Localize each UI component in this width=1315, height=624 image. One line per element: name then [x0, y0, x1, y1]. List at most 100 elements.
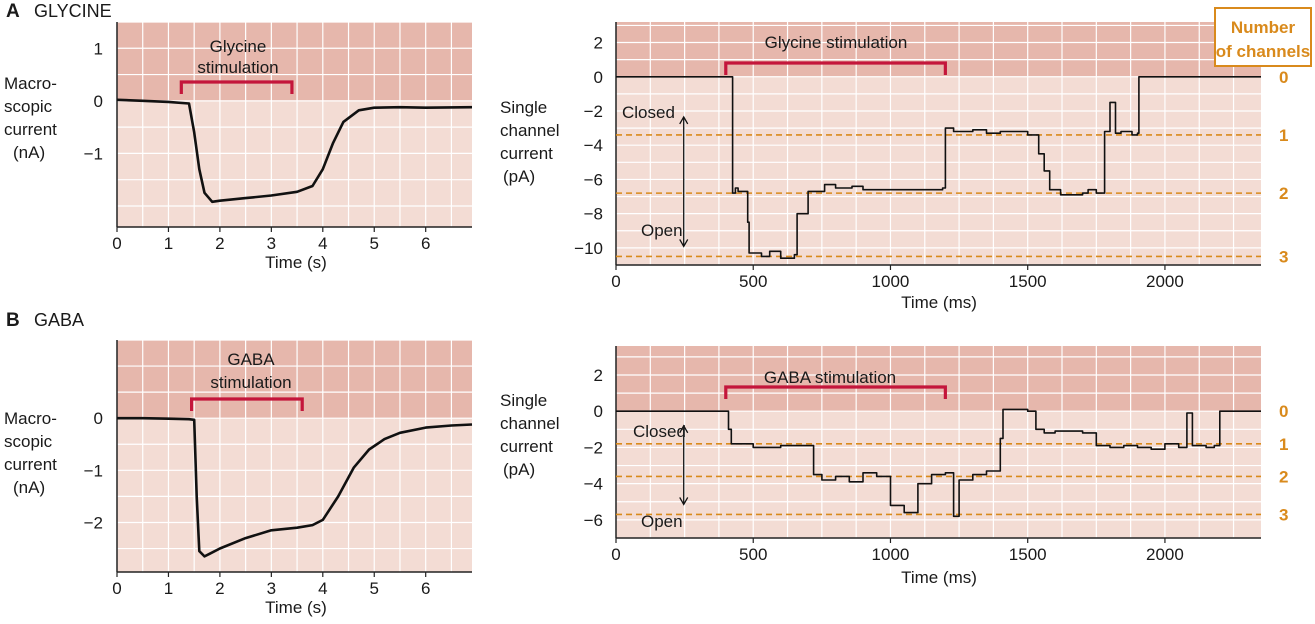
x-tick-label: 2 — [215, 234, 224, 253]
b-single-stim-label: GABA stimulation — [764, 368, 896, 387]
channel-count-label: 3 — [1279, 505, 1288, 524]
x-tick-label: 0 — [112, 234, 121, 253]
b-macro-stim-label-line: GABA — [227, 350, 275, 369]
channel-count-label: 3 — [1279, 247, 1288, 266]
panel-b-letter: B — [6, 310, 20, 331]
x-tick-label: 1000 — [872, 545, 910, 564]
y-tick-label: −4 — [584, 136, 603, 155]
y-tick-label: 0 — [594, 402, 603, 421]
y-tick-label: −8 — [584, 205, 603, 224]
a-single-xlabel: Time (ms) — [901, 293, 977, 312]
number-of-channels-label-line: of channels — [1216, 42, 1310, 61]
stimulation-bracket — [724, 61, 947, 75]
x-tick-label: 1500 — [1009, 545, 1047, 564]
a-single-ylabel-line: current — [500, 144, 553, 163]
b-macro-ylabel-line: scopic — [4, 432, 53, 451]
b-single-ylabel-line: Single — [500, 391, 547, 410]
current-trace — [117, 416, 473, 558]
x-tick-label: 0 — [112, 579, 121, 598]
x-tick-label: 5 — [370, 579, 379, 598]
x-tick-label: 6 — [421, 234, 430, 253]
b-single-ylabel-line: channel — [500, 414, 560, 433]
y-tick-label: −6 — [584, 170, 603, 189]
channel-count-label: 2 — [1279, 467, 1288, 486]
b-single-closed-label: Closed — [633, 422, 686, 441]
a-single-ylabel-line: (pA) — [503, 167, 535, 186]
x-tick-label: 2 — [215, 579, 224, 598]
x-tick-label: 4 — [318, 234, 327, 253]
x-tick-label: 3 — [267, 234, 276, 253]
a-single-ylabel-line: channel — [500, 121, 560, 140]
arrow-head-down — [679, 497, 689, 506]
panel-a-letter: A — [6, 1, 20, 22]
y-tick-label: −6 — [584, 511, 603, 530]
x-tick-label: 5 — [370, 234, 379, 253]
current-trace — [616, 408, 1261, 518]
y-tick-label: 0 — [594, 68, 603, 87]
channel-count-label: 2 — [1279, 184, 1288, 203]
b-single-ylabel-line: current — [500, 437, 553, 456]
stimulation-bracket — [179, 80, 294, 94]
current-trace — [616, 76, 1261, 259]
y-tick-label: −2 — [584, 438, 603, 457]
current-trace — [116, 98, 473, 204]
y-tick-label: −1 — [84, 461, 103, 480]
a-macro-xlabel: Time (s) — [265, 253, 327, 272]
arrow-head-up — [679, 115, 689, 125]
arrow-head-down — [679, 239, 689, 248]
x-tick-label: 1000 — [872, 272, 910, 291]
a-single-ylabel-line: Single — [500, 98, 547, 117]
y-tick-label: −4 — [584, 475, 603, 494]
x-tick-label: 1 — [164, 579, 173, 598]
b-macro-stim-label-line: stimulation — [210, 373, 291, 392]
y-tick-label: −2 — [84, 513, 103, 532]
b-single-open-label: Open — [641, 512, 683, 531]
chart-b-single-channel-current: 0 500 1000 1500 2000 2 0 −2 −4 −6 0 1 2 3 — [584, 346, 1288, 564]
plot-background-upper — [117, 340, 472, 419]
number-of-channels-label-line: Number — [1231, 18, 1296, 37]
a-macro-ylabel-line: scopic — [4, 97, 53, 116]
y-tick-label: 0 — [94, 92, 103, 111]
x-tick-label: 2000 — [1146, 272, 1184, 291]
x-tick-label: 500 — [739, 272, 767, 291]
x-tick-label: 1500 — [1009, 272, 1047, 291]
channel-count-label: 0 — [1279, 402, 1288, 421]
y-tick-label: 0 — [94, 409, 103, 428]
chart-a-single-channel-current: 0 500 1000 1500 2000 2 0 −2 −4 −6 −8 −10 0 1 2 3 — [574, 22, 1288, 291]
channel-count-label: 1 — [1279, 126, 1288, 145]
channel-count-label: 0 — [1279, 68, 1288, 87]
x-tick-label: 0 — [611, 545, 620, 564]
b-macro-ylabel-line: current — [4, 455, 57, 474]
stimulation-bracket — [724, 385, 947, 399]
plot-background-upper — [616, 346, 1261, 412]
a-single-closed-label: Closed — [622, 103, 675, 122]
b-macro-ylabel-line: (nA) — [13, 478, 45, 497]
a-macro-ylabel-line: current — [4, 120, 57, 139]
b-macro-ylabel-line: Macro- — [4, 409, 57, 428]
y-tick-label: 1 — [94, 39, 103, 58]
b-macro-xlabel: Time (s) — [265, 598, 327, 617]
a-single-open-label: Open — [641, 221, 683, 240]
x-tick-label: 0 — [611, 272, 620, 291]
y-tick-label: −2 — [584, 102, 603, 121]
arrow-head-up — [679, 424, 689, 434]
x-tick-label: 3 — [267, 579, 276, 598]
x-tick-label: 4 — [318, 579, 327, 598]
y-tick-label: 2 — [594, 366, 603, 385]
x-tick-label: 1 — [164, 234, 173, 253]
y-tick-label: −10 — [574, 239, 603, 258]
a-macro-stim-label-line: stimulation — [197, 58, 278, 77]
stimulation-bracket — [190, 397, 304, 411]
a-macro-stim-label-line: Glycine — [210, 37, 267, 56]
plot-background-upper — [616, 22, 1261, 77]
x-tick-label: 6 — [421, 579, 430, 598]
a-macro-ylabel-line: Macro- — [4, 74, 57, 93]
a-single-stim-label: Glycine stimulation — [765, 33, 908, 52]
chart-a-macroscopic-current: 0 1 2 3 4 5 6 1 0 −1 — [84, 21, 473, 253]
y-tick-label: 2 — [594, 34, 603, 53]
a-macro-ylabel-line: (nA) — [13, 143, 45, 162]
y-tick-label: −1 — [84, 144, 103, 163]
x-tick-label: 500 — [739, 545, 767, 564]
b-single-ylabel-line: (pA) — [503, 460, 535, 479]
